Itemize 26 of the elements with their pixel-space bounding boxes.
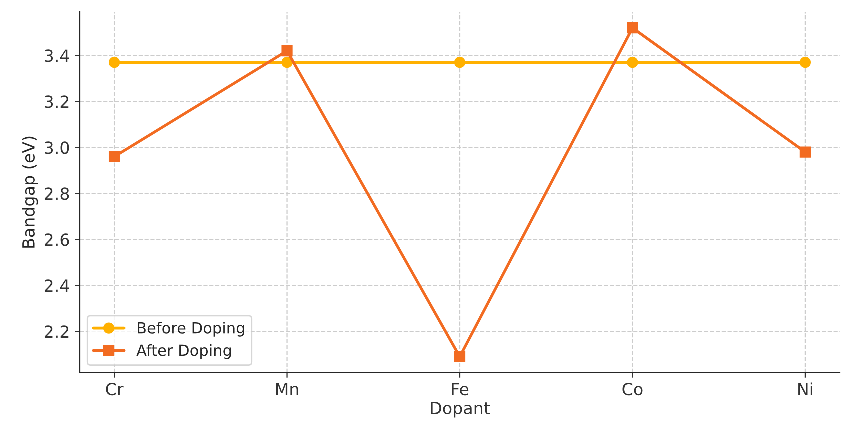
x-tick-label: Co	[622, 383, 643, 396]
x-tick-label: Mn	[276, 383, 298, 396]
x-tick-label: Ni	[798, 382, 812, 396]
y-tick-label: 2.6	[44, 234, 70, 246]
y-axis-title: Bandgap (eV)	[22, 136, 38, 248]
x-axis-title: Dopant	[431, 402, 490, 418]
point	[800, 57, 812, 68]
x-tick-label: Fe	[452, 383, 469, 396]
y-tick-label: 3.4	[45, 50, 70, 62]
x-tick-label: Cr	[106, 383, 124, 396]
point	[627, 57, 638, 68]
point	[282, 57, 293, 68]
y-tick-label: 2.2	[44, 326, 69, 338]
point	[108, 57, 120, 68]
point	[454, 57, 466, 68]
point	[282, 46, 293, 57]
point	[454, 351, 466, 362]
point	[108, 151, 120, 162]
y-tick-label: 3.0	[45, 142, 70, 154]
y-tick-label: 2.8	[44, 188, 70, 200]
point	[627, 22, 638, 34]
legend-label: After Doping	[136, 344, 232, 360]
legend-label: Before Doping	[138, 322, 244, 337]
y-tick-label: 3.2	[45, 96, 69, 108]
y-tick-label: 2.4	[44, 280, 70, 292]
point	[800, 146, 812, 158]
